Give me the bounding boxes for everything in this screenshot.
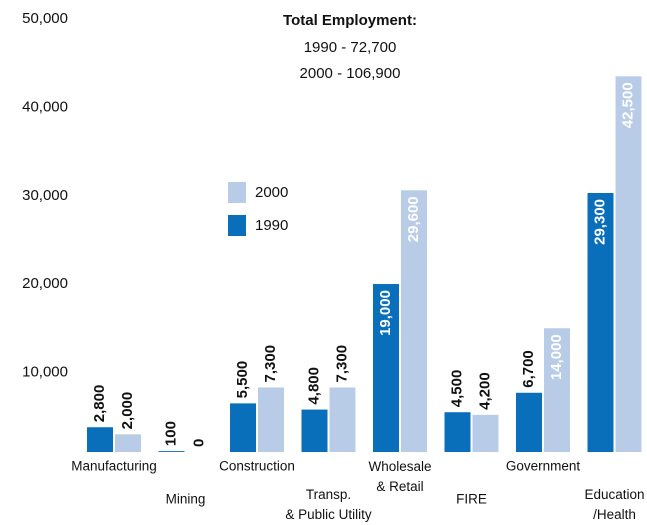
bar (230, 403, 256, 452)
value-label: 7,300 (333, 345, 350, 383)
bar (587, 192, 614, 452)
value-label: 0 (190, 439, 207, 447)
x-tick-label: Construction (219, 459, 295, 474)
bar (444, 412, 471, 452)
value-label: 14,000 (548, 334, 565, 380)
value-label: 19,000 (377, 290, 394, 336)
y-tick-label: 30,000 (22, 187, 68, 204)
bar (373, 284, 399, 452)
chart-subtitle: 1990 - 72,700 (304, 39, 397, 56)
value-label: 2,800 (91, 385, 108, 423)
value-label: 42,500 (619, 82, 636, 128)
value-label: 4,800 (305, 367, 322, 405)
legend-swatch (228, 215, 246, 236)
value-label: 29,600 (405, 196, 422, 242)
value-label: 100 (162, 421, 179, 446)
bar (401, 190, 427, 452)
bar (87, 427, 113, 452)
bar (115, 434, 141, 452)
x-tick-label: Transp. & Public Utility (285, 487, 372, 522)
value-label: 5,500 (234, 361, 251, 399)
x-tick-label: Government (506, 459, 581, 474)
y-tick-label: 10,000 (22, 364, 68, 381)
value-label: 4,500 (448, 370, 465, 408)
bar (258, 387, 284, 452)
bar (158, 451, 185, 452)
bar (516, 392, 542, 452)
x-tick-label: Education/Health (584, 487, 644, 522)
legend-label: 2000 (255, 184, 288, 201)
value-label: 2,000 (119, 392, 136, 430)
bar (301, 409, 328, 452)
bar (329, 387, 356, 452)
bar (472, 414, 499, 452)
value-label: 29,300 (591, 199, 608, 245)
x-tick-label: Wholesale & Retail (368, 459, 431, 494)
x-tick-label: Mining (166, 492, 206, 507)
value-label: 4,200 (476, 372, 493, 410)
x-tick-label: Manufacturing (71, 459, 157, 474)
legend-label: 1990 (255, 217, 288, 234)
legend-swatch (228, 182, 246, 203)
bar (544, 328, 570, 452)
value-label: 7,300 (262, 345, 279, 383)
y-tick-label: 20,000 (22, 275, 68, 292)
chart-subtitle: 2000 - 106,900 (300, 65, 401, 82)
x-tick-label: FIRE (456, 492, 487, 507)
y-tick-label: 40,000 (22, 98, 68, 115)
chart-title: Total Employment: (283, 12, 417, 29)
bar (615, 76, 642, 453)
value-label: 6,700 (520, 350, 537, 388)
y-tick-label: 50,000 (22, 10, 68, 27)
